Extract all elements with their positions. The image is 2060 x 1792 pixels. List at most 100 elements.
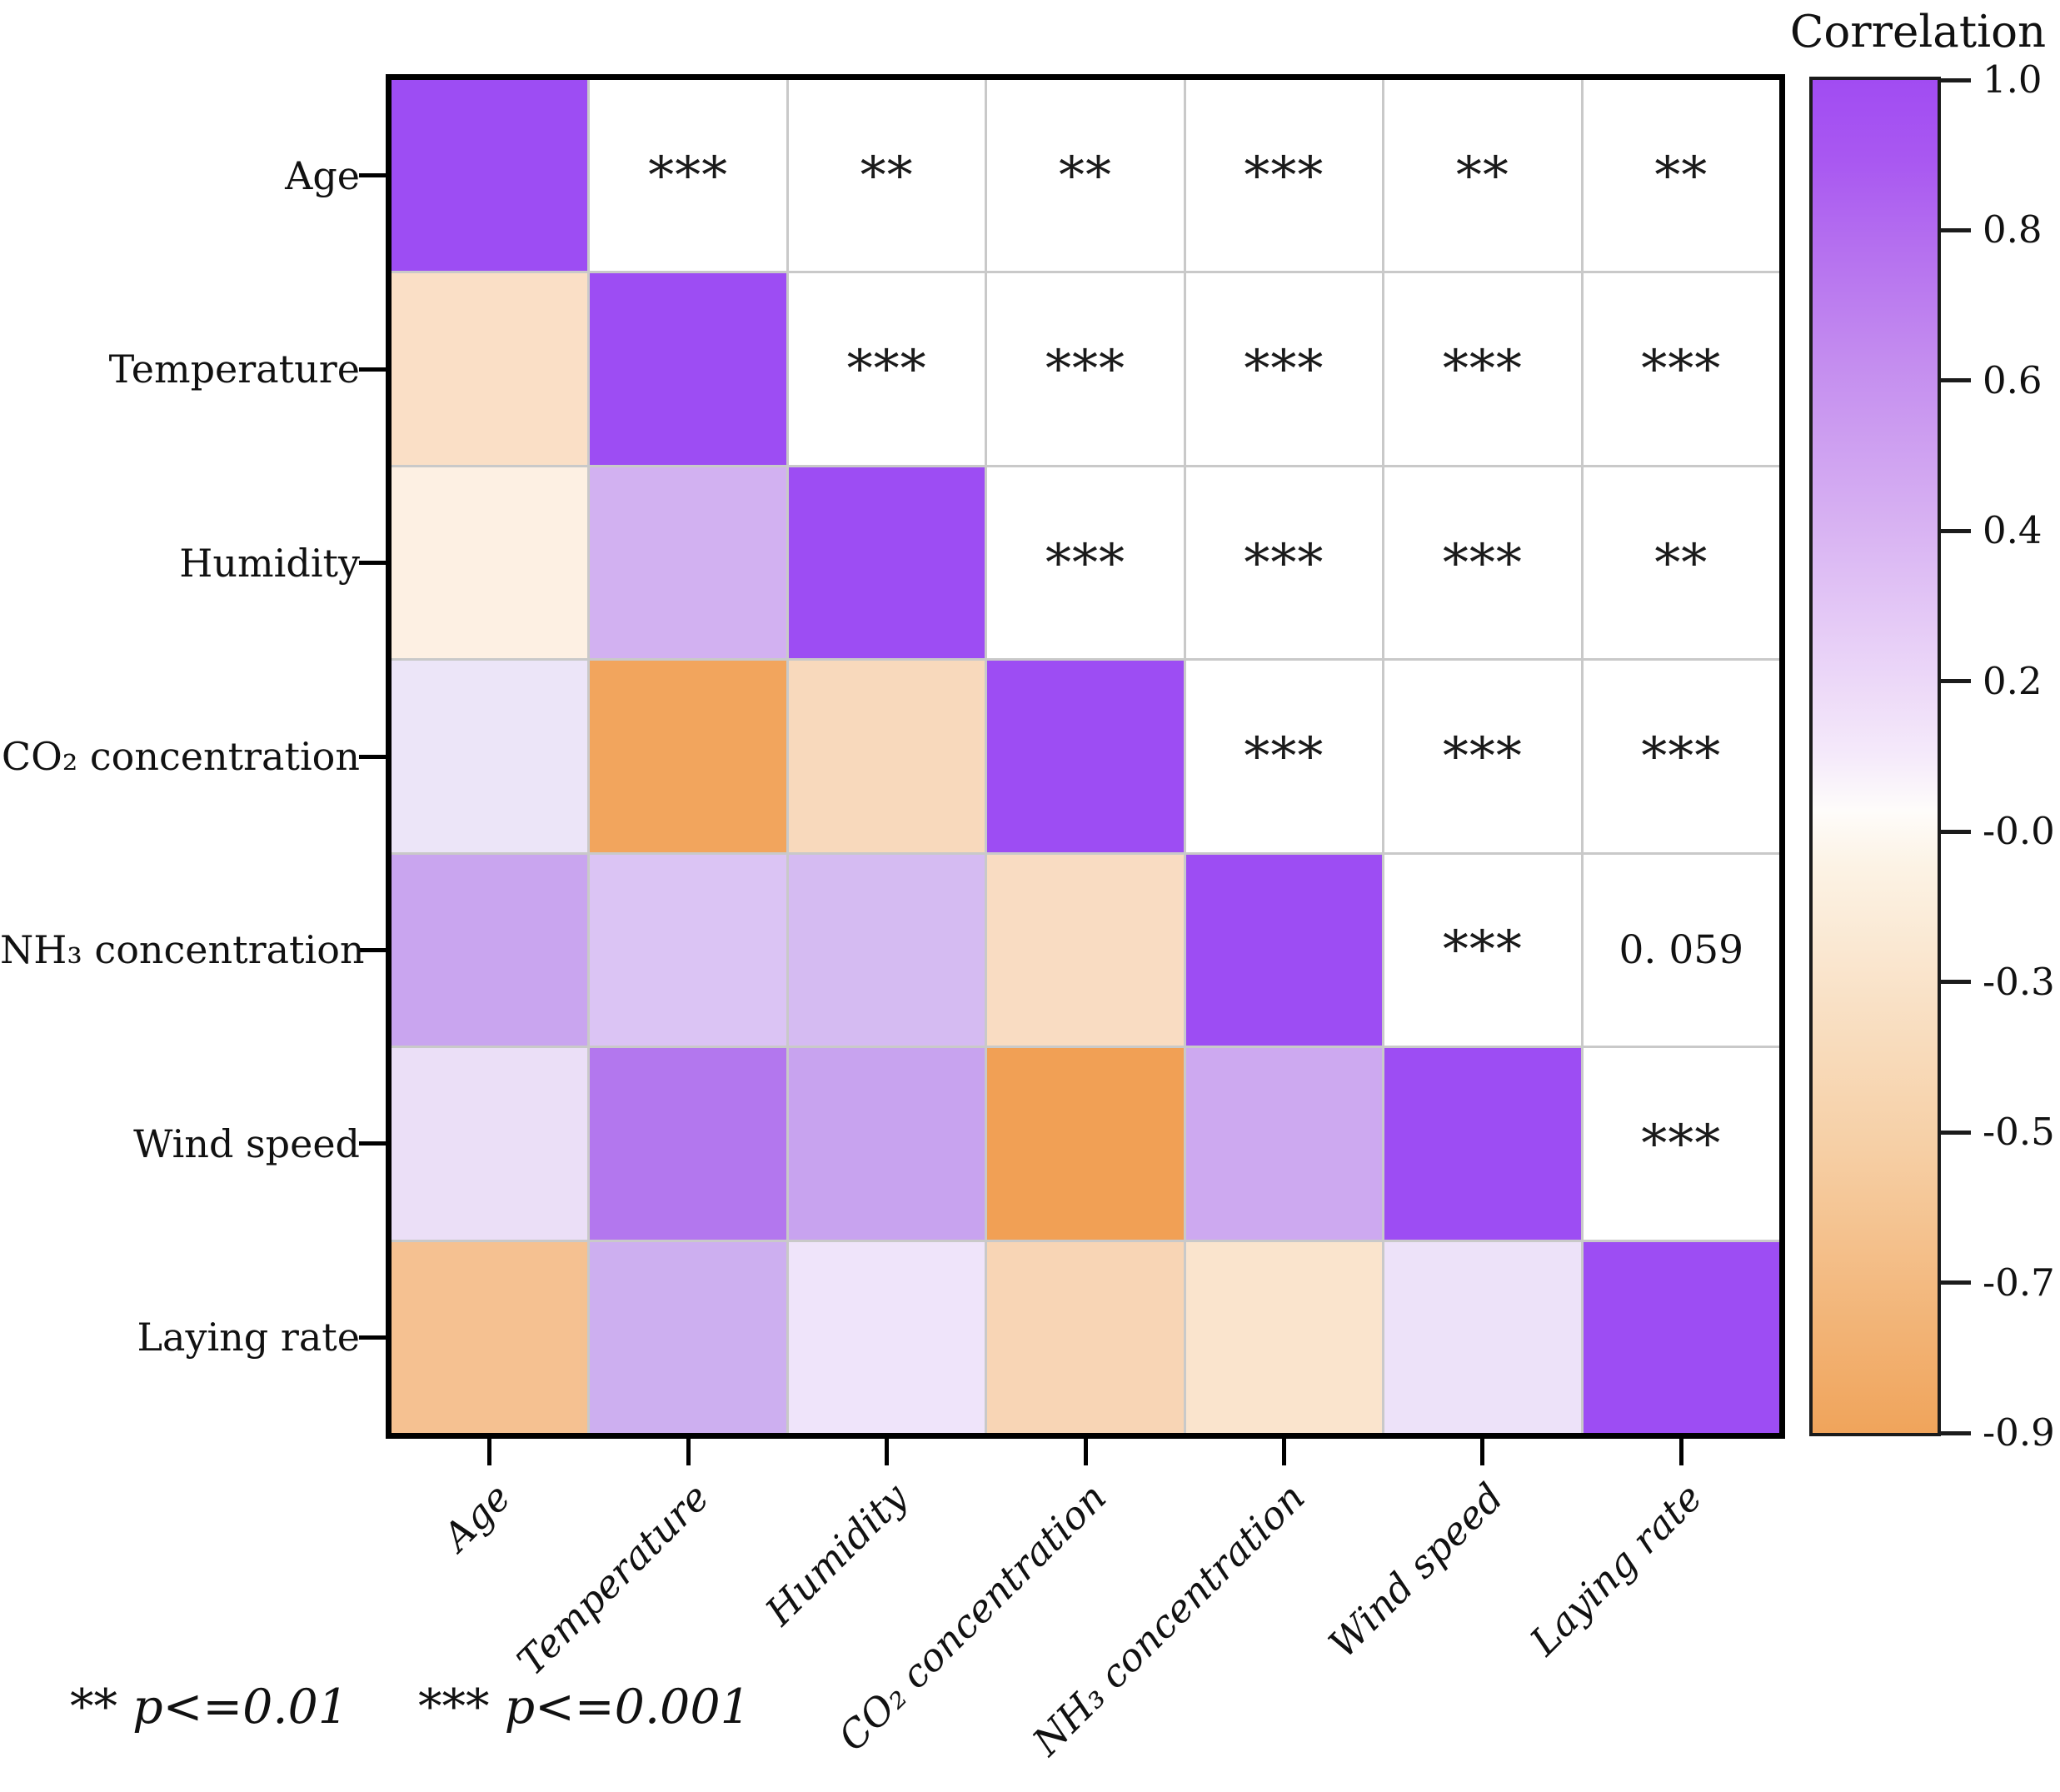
heatmap-cell-temperature-age (392, 273, 588, 465)
heatmap-cell-laying-rate-temperature (590, 1241, 786, 1433)
x-tick (885, 1439, 890, 1465)
colorbar-tick (1941, 77, 1971, 82)
heatmap-cell-nh-concentration-nh-concentration (1185, 854, 1383, 1046)
heatmap-cell-age-temperature: *** (590, 80, 786, 272)
colorbar-tick-label: -0.3 (1983, 959, 2055, 1004)
heatmap-cell-co-concentration-temperature (590, 661, 786, 852)
heatmap-cell-nh-concentration-humidity (788, 854, 985, 1046)
x-axis-label-temperature: Temperature (507, 1474, 718, 1685)
y-tick (359, 173, 386, 178)
colorbar (1809, 77, 1941, 1436)
y-axis-label-humidity: Humidity (179, 540, 360, 586)
significance-stars: *** (1244, 532, 1324, 593)
significance-stars: *** (1244, 338, 1324, 400)
colorbar-tick-label: 0.4 (1983, 508, 2043, 553)
heatmap-cell-temperature-temperature (590, 273, 786, 465)
colorbar-title: Correlation (1789, 7, 2047, 57)
heatmap-cell-laying-rate-co-concentration (987, 1241, 1184, 1433)
x-tick (686, 1439, 691, 1465)
significance-stars: *** (1641, 338, 1722, 400)
x-tick (487, 1439, 492, 1465)
heatmap-cell-nh-concentration-age (392, 854, 588, 1046)
heatmap-cell-laying-rate-wind-speed (1384, 1241, 1581, 1433)
significance-stars: *** (1045, 338, 1125, 400)
x-tick (1083, 1439, 1088, 1465)
significance-stars: *** (1641, 1112, 1722, 1174)
heatmap-cell-humidity-nh-concentration: *** (1185, 467, 1383, 659)
significance-stars: *** (1045, 532, 1125, 593)
colorbar-tick (1941, 1280, 1971, 1285)
y-axis-label-wind-speed: Wind speed (133, 1121, 360, 1166)
heatmap-cell-age-age (392, 80, 588, 272)
heatmap-cell-laying-rate-age (392, 1241, 588, 1433)
significance-stars: ** (1654, 144, 1708, 206)
colorbar-tick (1941, 378, 1971, 383)
colorbar-tick (1941, 528, 1971, 533)
heatmap-cell-age-humidity: ** (788, 80, 985, 272)
significance-stars: *** (1442, 532, 1523, 593)
x-axis-label-laying-rate: Laying rate (1521, 1474, 1711, 1665)
significance-stars: *** (846, 338, 927, 400)
heatmap-cell-age-wind-speed: ** (1384, 80, 1581, 272)
heatmap-cell-temperature-humidity: *** (788, 273, 985, 465)
y-tick (359, 754, 386, 759)
significance-stars: ** (1654, 532, 1708, 593)
colorbar-tick-label: -0.0 (1983, 809, 2055, 854)
significance-stars: *** (1442, 919, 1523, 981)
colorbar-tick-label: 0.2 (1983, 658, 2043, 703)
heatmap-cell-temperature-laying-rate: *** (1583, 273, 1779, 465)
significance-stars: *** (1244, 144, 1324, 206)
heatmap-cell-wind-speed-laying-rate: *** (1583, 1048, 1779, 1240)
heatmap-cell-humidity-co-concentration: *** (987, 467, 1184, 659)
colorbar-tick (1941, 227, 1971, 232)
y-tick (359, 561, 386, 566)
p-value-label: 0. 059 (1619, 926, 1744, 973)
y-tick (359, 367, 386, 372)
y-tick (359, 1335, 386, 1340)
heatmap-cell-laying-rate-nh-concentration (1185, 1241, 1383, 1433)
significance-footnote: ** p<=0.01 *** p<=0.001 (70, 1680, 751, 1735)
heatmap-cell-co-concentration-nh-concentration: *** (1185, 661, 1383, 852)
y-tick (359, 1141, 386, 1146)
x-tick (1281, 1439, 1286, 1465)
colorbar-tick-label: -0.7 (1983, 1260, 2055, 1305)
heatmap-cell-humidity-age (392, 467, 588, 659)
x-tick (1678, 1439, 1683, 1465)
heatmap-cell-wind-speed-age (392, 1048, 588, 1240)
heatmap-cell-co-concentration-humidity (788, 661, 985, 852)
colorbar-tick (1941, 1430, 1971, 1435)
colorbar-tick-label: -0.9 (1983, 1410, 2055, 1455)
heatmap-cell-temperature-nh-concentration: *** (1185, 273, 1383, 465)
heatmap-cell-co-concentration-co-concentration (987, 661, 1184, 852)
y-axis-label-nh-concentration: NH₃ concentration (0, 927, 365, 973)
significance-stars: *** (1442, 725, 1523, 786)
significance-stars: *** (648, 144, 729, 206)
y-axis-label-age: Age (285, 152, 360, 198)
x-axis-label-age: Age (434, 1474, 519, 1560)
colorbar-tick (1941, 679, 1971, 684)
heatmap-cell-humidity-wind-speed: *** (1384, 467, 1581, 659)
significance-stars: ** (1455, 144, 1509, 206)
heatmap-cell-laying-rate-laying-rate (1583, 1241, 1779, 1433)
y-axis-label-co-concentration: CO₂ concentration (1, 734, 360, 779)
heatmap-cell-wind-speed-co-concentration (987, 1048, 1184, 1240)
colorbar-tick-label: 0.6 (1983, 357, 2043, 402)
heatmap-cell-humidity-laying-rate: ** (1583, 467, 1779, 659)
significance-stars: ** (860, 144, 914, 206)
heatmap-cell-nh-concentration-laying-rate: 0. 059 (1583, 854, 1779, 1046)
heatmap-cell-age-nh-concentration: *** (1185, 80, 1383, 272)
heatmap-cell-wind-speed-wind-speed (1384, 1048, 1581, 1240)
heatmap-cell-humidity-humidity (788, 467, 985, 659)
colorbar-tick (1941, 829, 1971, 834)
significance-stars: *** (1641, 725, 1722, 786)
heatmap-cell-temperature-co-concentration: *** (987, 273, 1184, 465)
heatmap-cell-temperature-wind-speed: *** (1384, 273, 1581, 465)
colorbar-gradient (1813, 80, 1938, 1433)
heatmap-cell-wind-speed-humidity (788, 1048, 985, 1240)
colorbar-tick-label: -0.5 (1983, 1110, 2055, 1155)
footnote-two-stars: ** p<=0.01 (70, 1680, 349, 1735)
x-axis-label-wind-speed: Wind speed (1319, 1474, 1512, 1667)
heatmap-cell-wind-speed-nh-concentration (1185, 1048, 1383, 1240)
significance-stars: ** (1058, 144, 1112, 206)
heatmap-cell-age-co-concentration: ** (987, 80, 1184, 272)
